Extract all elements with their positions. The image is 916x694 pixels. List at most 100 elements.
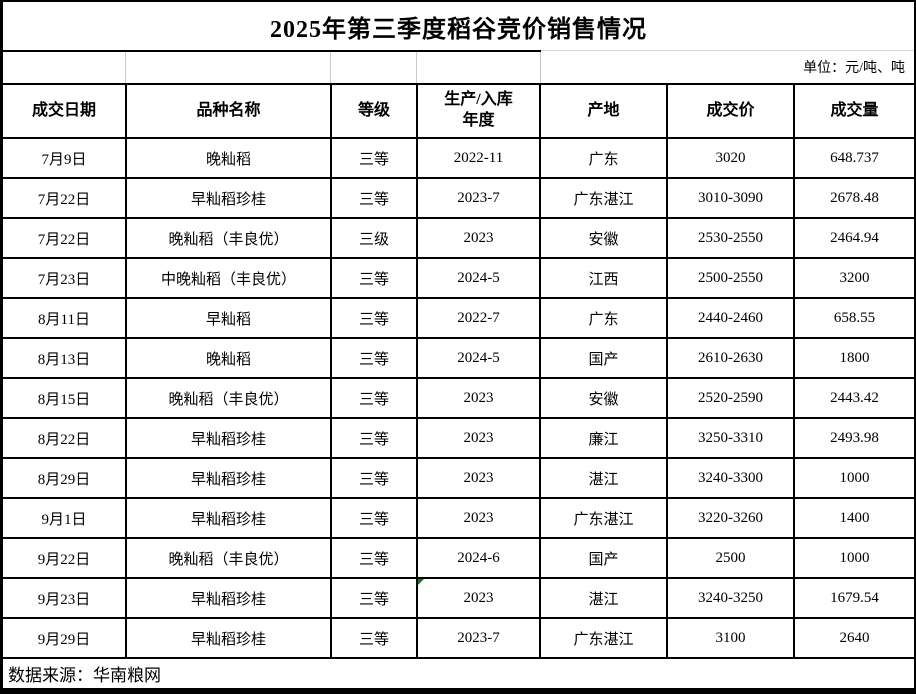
table-cell: 7月23日 [3,257,127,299]
table-cell: 2023 [416,377,541,419]
table-cell: 国产 [539,537,668,579]
table-cell: 晚籼稻（丰良优） [125,377,332,419]
table-cell: 2022-7 [416,297,541,339]
table-row: 8月13日 晚籼稻 三等 2024-5 国产 2610-2630 1800 [3,337,914,379]
table-cell: 8月29日 [3,457,127,499]
title-bottom-gridline [541,50,914,51]
table-cell: 658.55 [793,297,914,339]
table-cell: 安徽 [539,217,668,259]
column-header-year: 生产/入库 年度 [416,83,541,139]
table-cell: 1800 [793,337,914,379]
table-cell: 早籼稻 [125,297,332,339]
table-cell: 早籼稻珍桂 [125,577,332,619]
gridline [540,52,541,83]
table-cell: 三等 [330,417,418,459]
table-cell: 国产 [539,337,668,379]
table-cell: 648.737 [793,137,914,179]
table-cell: 安徽 [539,377,668,419]
table-cell: 2640 [793,617,914,659]
table-cell: 晚籼稻 [125,337,332,379]
table-cell: 1400 [793,497,914,539]
table-cell: 2022-11 [416,137,541,179]
table-cell: 广东湛江 [539,617,668,659]
table-cell: 2530-2550 [666,217,795,259]
table-cell: 广东 [539,137,668,179]
table-cell: 3020 [666,137,795,179]
table-cell: 2023-7 [416,617,541,659]
column-header-variety: 品种名称 [125,83,332,139]
table-cell: 早籼稻珍桂 [125,457,332,499]
table-cell: 早籼稻珍桂 [125,497,332,539]
table-cell: 2023 [416,457,541,499]
table-cell: 2023 [416,497,541,539]
table-row: 8月22日 早籼稻珍桂 三等 2023 廉江 3250-3310 2493.98 [3,417,914,459]
gridline [416,52,417,83]
column-header-date: 成交日期 [3,83,127,139]
table-cell: 湛江 [539,577,668,619]
table-body: 7月9日 晚籼稻 三等 2022-11 广东 3020 648.737 7月22日 早籼稻珍桂三… [3,137,914,659]
table-cell: 8月22日 [3,417,127,459]
gridline [125,52,126,83]
table-cell: 三等 [330,617,418,659]
table-row: 7月22日 晚籼稻（丰良优） 三级 2023 安徽 2530-2550 2464.94 [3,217,914,259]
table-cell: 三等 [330,537,418,579]
unit-note-row: 单位：元/吨、吨 [3,50,914,83]
header-row: 成交日期 品种名称 等级 生产/入库 年度 产地 成交价 成交量 [3,83,914,139]
table-row: 8月15日 晚籼稻（丰良优） 三等 2023 安徽 2520-2590 2443.42 [3,377,914,419]
table-row: 9月22日 晚籼稻（丰良优） 三等 2024-6 国产 2500 1000 [3,537,914,579]
table-row: 8月11日 早籼稻 三等 2022-7 广东 2440-2460 658.55 [3,297,914,339]
table-cell: 晚籼稻 [125,137,332,179]
table-cell: 8月11日 [3,297,127,339]
column-header-origin: 产地 [539,83,668,139]
table-cell: 2678.48 [793,177,914,219]
table-cell: 廉江 [539,417,668,459]
table-cell: 7月9日 [3,137,127,179]
table-cell: 江西 [539,257,668,299]
table-cell: 三等 [330,457,418,499]
table-cell: 中晚籼稻（丰良优） [125,257,332,299]
table-cell: 3200 [793,257,914,299]
table-cell: 2024-6 [416,537,541,579]
table-cell: 三等 [330,377,418,419]
table-row: 7月23日 中晚籼稻（丰良优） 三等 2024-5 江西 2500-2550 3200 [3,257,914,299]
table-cell: 8月13日 [3,337,127,379]
table-cell: 广东湛江 [539,497,668,539]
table-cell: 三等 [330,337,418,379]
table-cell: 2440-2460 [666,297,795,339]
table-cell: 广东 [539,297,668,339]
table-cell: 3250-3310 [666,417,795,459]
title-bottom-border [3,50,541,52]
table-cell: 1000 [793,457,914,499]
table-cell: 3220-3260 [666,497,795,539]
column-header-volume: 成交量 [793,83,914,139]
table-row: 9月1日 早籼稻珍桂 三等 2023 广东湛江 3220-3260 1400 [3,497,914,539]
sales-table: 成交日期 品种名称 等级 生产/入库 年度 产地 成交价 成交量 7月9日 晚籼稻… [3,83,914,659]
table-cell: 2464.94 [793,217,914,259]
table-cell: 2024-5 [416,257,541,299]
table-cell: 2493.98 [793,417,914,459]
table-row: 9月23日 早籼稻珍桂 三等 2023 湛江 3240-3250 1679.54 [3,577,914,619]
table-cell: 9月29日 [3,617,127,659]
table-row: 9月29日 早籼稻珍桂 三等 2023-7 广东湛江 3100 2640 [3,617,914,659]
table-row: 7月9日 晚籼稻 三等 2022-11 广东 3020 648.737 [3,137,914,179]
column-header-price: 成交价 [666,83,795,139]
table-row: 7月22日 早籼稻珍桂 三等 2023-7 广东湛江 3010-3090 2678.48 [3,177,914,219]
table-cell: 2500 [666,537,795,579]
table-cell: 三等 [330,297,418,339]
table-cell: 7月22日 [3,177,127,219]
table-cell: 2023 [416,217,541,259]
table-cell: 三等 [330,177,418,219]
table-cell: 早籼稻珍桂 [125,177,332,219]
page-title: 2025年第三季度稻谷竞价销售情况 [270,16,647,43]
table-cell: 早籼稻珍桂 [125,617,332,659]
table-cell: 三级 [330,217,418,259]
table-cell: 晚籼稻（丰良优） [125,537,332,579]
table-cell: 9月22日 [3,537,127,579]
table-cell: 1000 [793,537,914,579]
cell-comment-marker-icon [419,580,424,585]
source-note: 数据来源：华南粮网 [8,665,161,685]
unit-note: 单位：元/吨、吨 [803,60,905,76]
table-cell: 3240-3250 [666,577,795,619]
table-cell: 1679.54 [793,577,914,619]
